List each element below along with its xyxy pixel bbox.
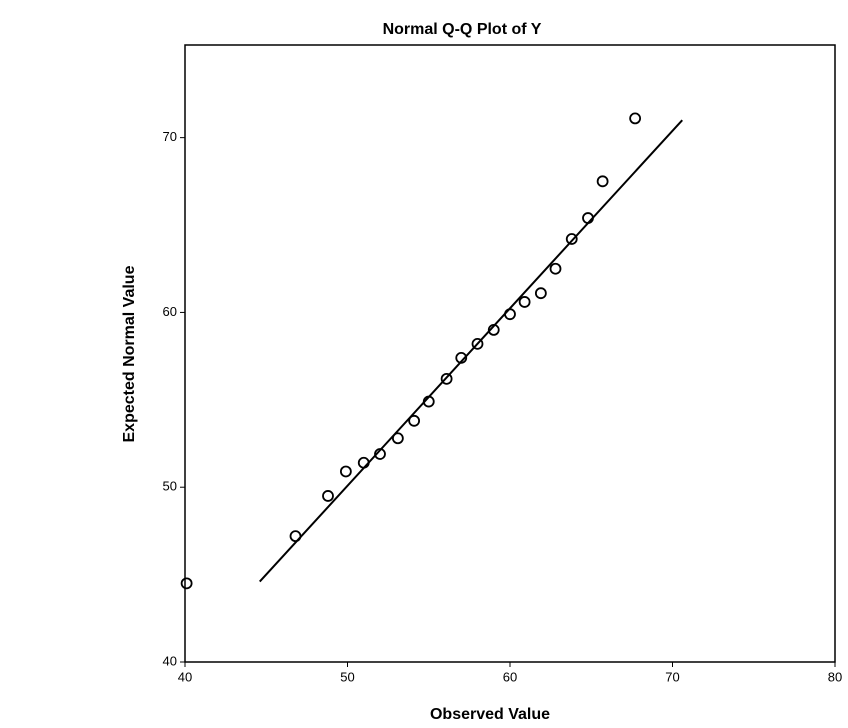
point <box>629 112 642 125</box>
y-tick-label: 40 <box>163 653 177 668</box>
y-tick-label: 70 <box>163 129 177 144</box>
x-tick-label: 40 <box>178 669 192 684</box>
x-tick-label: 60 <box>503 669 517 684</box>
point <box>487 324 500 336</box>
point <box>582 212 594 224</box>
point <box>471 337 484 350</box>
point <box>455 351 468 364</box>
x-tick-label: 80 <box>828 669 842 684</box>
point <box>289 530 302 543</box>
x-tick-label: 50 <box>340 669 354 684</box>
point <box>518 296 531 308</box>
point <box>322 490 334 502</box>
point <box>408 414 421 427</box>
chart-title: Normal Q-Q Plot of Y <box>383 21 542 38</box>
x-axis-title: Observed Value <box>430 706 550 723</box>
point <box>549 262 562 275</box>
x-tick-label: 70 <box>665 669 679 684</box>
point <box>374 448 386 460</box>
point <box>440 372 453 385</box>
point <box>534 287 547 300</box>
point <box>422 395 435 408</box>
point <box>596 175 609 188</box>
plot-frame <box>184 44 836 663</box>
point <box>504 308 516 321</box>
point <box>357 456 370 469</box>
y-tick-label: 50 <box>163 479 177 494</box>
point <box>391 432 404 445</box>
point <box>180 577 193 590</box>
reference-line <box>259 119 683 583</box>
point <box>565 233 578 245</box>
point <box>339 465 352 478</box>
y-tick-label: 60 <box>163 304 177 319</box>
y-axis-title: Expected Normal Value <box>121 265 138 442</box>
